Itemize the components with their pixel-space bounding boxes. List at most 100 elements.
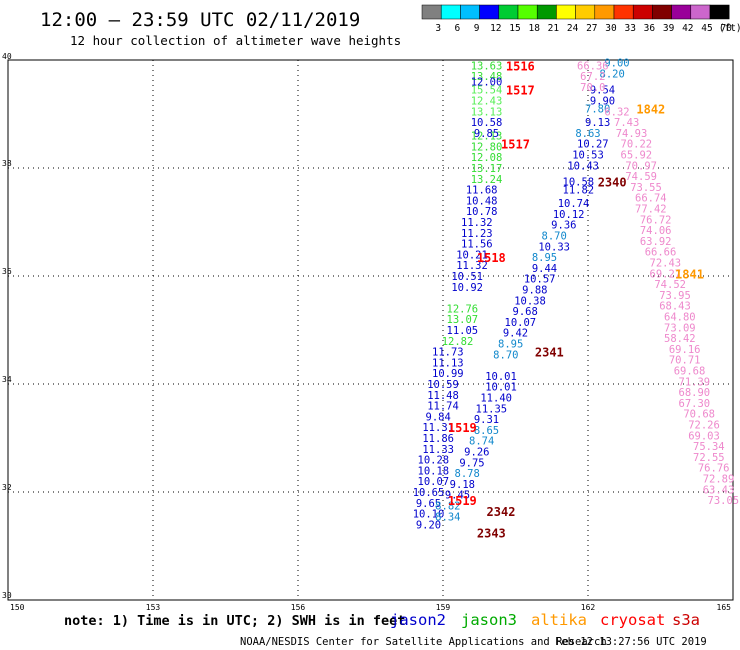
pass-time-label: 1518 <box>477 251 506 265</box>
wave-height-value: 11.56 <box>461 239 493 251</box>
wave-height-value: 63.43 <box>703 484 735 496</box>
y-tick-label: 36 <box>2 267 12 276</box>
colorbar-label: 33 <box>624 23 635 34</box>
wave-height-value: 76.76 <box>698 463 730 475</box>
wave-height-value: 9.00 <box>604 58 629 70</box>
colorbar-label: 12 <box>490 23 501 34</box>
wave-height-value: 58.42 <box>664 333 696 345</box>
wave-height-value: 6.32 <box>604 106 629 118</box>
wave-height-value: 11.73 <box>432 347 464 359</box>
wave-height-value: 10.51 <box>451 271 483 283</box>
pass-time-label: 2340 <box>598 176 627 190</box>
wave-height-value: 9.20 <box>416 519 441 531</box>
wave-height-value: 70.97 <box>625 160 657 172</box>
colorbar-swatch <box>536 4 557 20</box>
wave-height-value: 68.90 <box>679 387 711 399</box>
wave-height-value: 8.63 <box>575 128 600 140</box>
wave-height-value: 77.42 <box>635 204 667 216</box>
x-tick-label: 150 <box>10 603 25 612</box>
colorbar-label: 6 <box>455 23 461 34</box>
wave-height-value: 9.85 <box>474 128 499 140</box>
colorbar-swatch <box>440 4 461 20</box>
colorbar-label: (ft) <box>719 23 740 34</box>
wave-height-value: 9.88 <box>522 285 547 297</box>
wave-height-value: 72.55 <box>693 452 725 464</box>
colorbar-label: 27 <box>586 23 597 34</box>
wave-height-value: 10.10 <box>413 509 445 521</box>
wave-height-value: 11.82 <box>563 185 595 197</box>
x-tick-label: 159 <box>436 603 451 612</box>
wave-height-value: 10.21 <box>456 249 488 261</box>
wave-height-value: 9.68 <box>513 306 538 318</box>
colorbar-label: 70 <box>720 23 732 34</box>
wave-height-value: 12.13 <box>471 131 503 143</box>
wave-height-value: 13.17 <box>471 163 503 175</box>
wave-height-value: 64.80 <box>664 312 696 324</box>
wave-height-value: 9.45 <box>445 490 470 502</box>
wave-height-value: 63.92 <box>640 236 672 248</box>
y-tick-label: 40 <box>2 52 12 61</box>
wave-height-value: 11.68 <box>466 185 498 197</box>
wave-height-value: 11.32 <box>461 217 493 229</box>
wave-height-value: 8.20 <box>600 69 625 81</box>
wave-height-value: 70.71 <box>669 355 701 367</box>
wave-height-value: 69.27 <box>650 268 682 280</box>
wave-height-value: 70.68 <box>683 409 715 421</box>
wave-height-value: 13.13 <box>471 106 503 118</box>
wave-height-value: 11.32 <box>456 260 488 272</box>
plot-frame <box>7 59 734 601</box>
wave-height-value: 72.43 <box>650 258 682 270</box>
wave-height-value: 13.48 <box>471 71 503 83</box>
colorbar-label: 39 <box>663 23 675 34</box>
x-tick-label: 165 <box>717 603 732 612</box>
wave-height-value: 9.54 <box>590 85 615 97</box>
y-tick-label: 34 <box>2 375 12 384</box>
wave-height-value: 10.38 <box>514 295 546 307</box>
wave-height-value: 9.42 <box>503 328 528 340</box>
legend-cryosat: cryosat <box>600 611 665 629</box>
wave-height-value: 11.48 <box>427 390 459 402</box>
wave-height-value: 9.65 <box>416 498 441 510</box>
wave-height-value: 13.07 <box>447 314 479 326</box>
pass-time-label: 1516 <box>506 59 535 73</box>
wave-height-value: 10.43 <box>567 160 599 172</box>
wave-height-value: 66.74 <box>635 193 667 205</box>
wave-height-value: 9.36 <box>551 220 576 232</box>
y-tick-label: 32 <box>2 483 12 492</box>
colorbar-swatch <box>421 4 442 20</box>
wave-height-value: 11.35 <box>476 403 508 415</box>
colorbar-label: 42 <box>682 23 693 34</box>
colorbar-label: 3 <box>435 23 441 34</box>
wave-height-value: 73.09 <box>664 322 696 334</box>
x-tick-labels: 150 153 156 159 162 165 <box>10 603 731 612</box>
legend-jason3: jason3 <box>461 611 517 629</box>
wave-height-value: 74.06 <box>640 225 672 237</box>
wave-height-value: 76.72 <box>640 214 672 226</box>
colorbar-swatch <box>594 4 615 20</box>
wave-height-value: 10.48 <box>466 195 498 207</box>
wave-height-value: 12.82 <box>442 336 474 348</box>
wave-height-value: 67.30 <box>679 398 711 410</box>
colorbar-swatch <box>671 4 692 20</box>
wave-height-value: 13.24 <box>471 174 503 186</box>
footer-credit: NOAA/NESDIS Center for Satellite Applica… <box>240 636 607 648</box>
wave-height-value: 11.40 <box>480 393 512 405</box>
colorbar-swatch <box>632 4 653 20</box>
wave-height-value: 11.33 <box>422 444 454 456</box>
wave-height-value: 10.01 <box>485 371 517 383</box>
pass-time-label: 1517 <box>501 138 530 152</box>
y-tick-label: 38 <box>2 159 12 168</box>
colorbar-swatch <box>613 4 634 20</box>
wave-height-value: 12.00 <box>471 77 503 89</box>
pass-time-label: 1841 <box>675 267 704 281</box>
wave-height-value: 71.39 <box>679 376 711 388</box>
wave-height-value: 66.36 <box>577 60 609 72</box>
pass-time-label: 1519 <box>448 421 477 435</box>
x-tick-label: 162 <box>581 603 596 612</box>
wave-height-value: 73.05 <box>708 495 740 507</box>
wave-height-value: 9.90 <box>590 96 615 108</box>
wave-height-value: 10.92 <box>451 282 483 294</box>
colorbar-label: 18 <box>528 23 540 34</box>
wave-height-value: 8.74 <box>469 436 494 448</box>
